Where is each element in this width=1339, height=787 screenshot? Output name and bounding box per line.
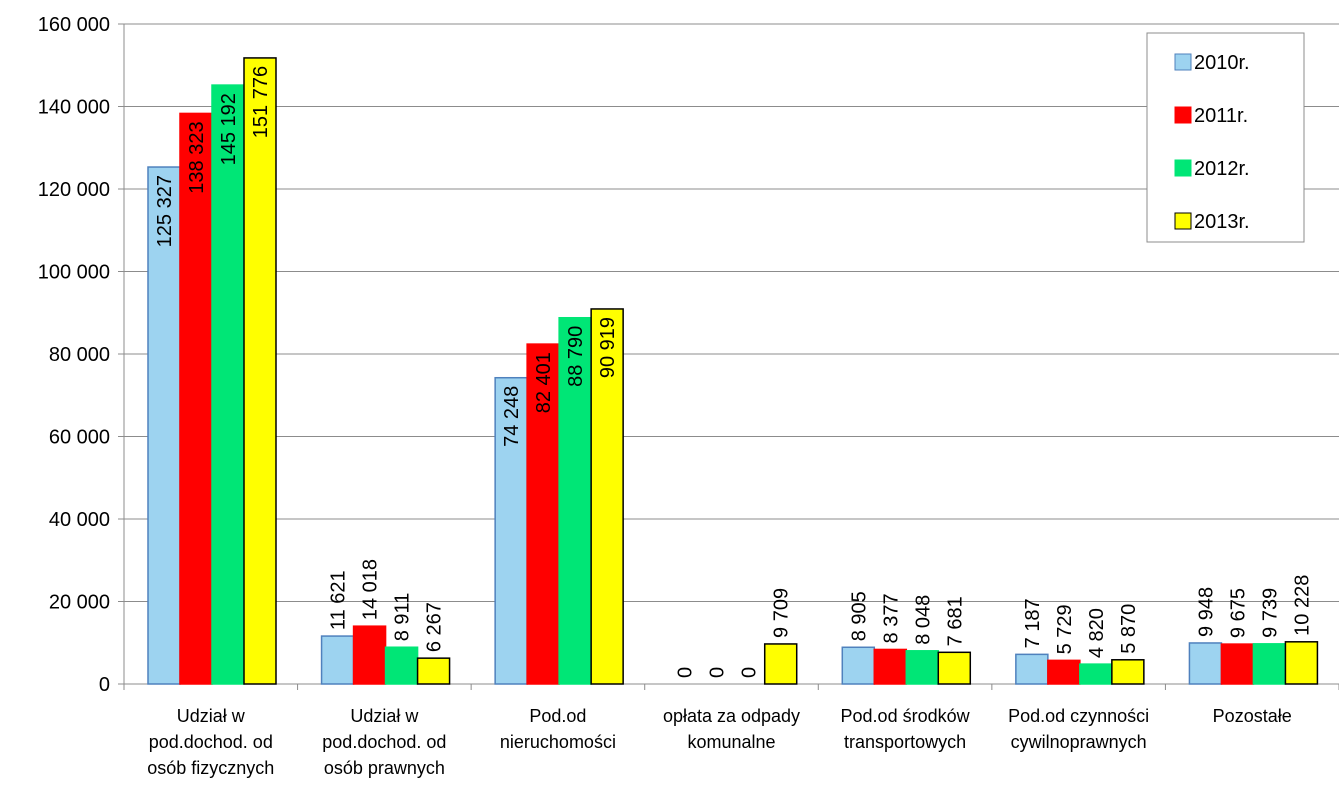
bar-2013r-6: [1284, 641, 1319, 685]
data-label: 9 739: [1259, 588, 1281, 638]
data-label: 4 820: [1086, 608, 1108, 658]
data-label: 11 621: [328, 570, 350, 630]
bar-2013r-4: [937, 651, 972, 685]
legend-swatch: [1174, 106, 1192, 124]
legend-label: 2011r.: [1194, 105, 1248, 127]
bar-2011r-2: [526, 343, 560, 685]
data-label: 8 377: [880, 593, 902, 643]
bar-2011r-1: [352, 625, 387, 685]
data-label: 9 675: [1227, 588, 1249, 638]
bar-2012r-4: [905, 650, 940, 685]
x-tick-label: nieruchomości: [500, 732, 616, 752]
bar-2010r-4: [841, 646, 876, 685]
legend-label: 2013r.: [1194, 211, 1250, 233]
data-label: 151 776: [250, 66, 272, 138]
bar-2010r-1: [320, 635, 355, 685]
y-tick-label: 0: [99, 674, 110, 696]
data-label: 90 919: [597, 317, 619, 378]
y-tick-label: 100 000: [38, 262, 110, 284]
data-label: 7 681: [944, 596, 966, 646]
bar-2013r-3: [763, 643, 798, 685]
y-tick-label: 80 000: [49, 344, 110, 366]
bar-2012r-1: [384, 646, 419, 685]
bar-2013r-5: [1111, 659, 1145, 685]
bar-2010r-5: [1015, 653, 1049, 685]
data-label: 145 192: [218, 93, 240, 165]
x-tick-label: cywilnoprawnych: [1011, 732, 1147, 752]
data-label: 0: [675, 667, 697, 678]
legend-box: [1146, 32, 1305, 243]
data-label: 9 948: [1195, 587, 1217, 637]
data-label: 9 709: [771, 588, 793, 638]
bar-2013r-1: [416, 657, 451, 685]
data-label: 10 228: [1291, 575, 1313, 636]
x-tick-label: Pod.od czynności: [1008, 706, 1149, 726]
bar-2011r-5: [1047, 659, 1081, 685]
bar-2012r-2: [558, 316, 592, 685]
data-label: 74 248: [501, 386, 523, 447]
x-tick-label: Pod.od: [529, 706, 586, 726]
x-tick-label: Pod.od środków: [841, 706, 971, 726]
data-label: 14 018: [360, 559, 382, 620]
data-label: 6 267: [424, 602, 446, 652]
data-label: 0: [707, 667, 729, 678]
data-label: 0: [739, 667, 761, 678]
x-tick-label: pod.dochod. od: [149, 732, 273, 752]
y-tick-label: 20 000: [49, 592, 110, 614]
legend-swatch: [1174, 159, 1192, 177]
data-label: 82 401: [533, 352, 555, 413]
y-tick-label: 160 000: [38, 14, 110, 36]
x-tick-label: osób fizycznych: [147, 758, 274, 778]
data-label: 125 327: [154, 175, 176, 247]
bar-2011r-6: [1220, 643, 1255, 685]
x-tick-label: komunalne: [687, 732, 775, 752]
bar-2010r-0: [147, 166, 181, 685]
data-label: 7 187: [1022, 598, 1044, 648]
bar-2012r-6: [1252, 643, 1287, 685]
bar-2013r-2: [590, 308, 624, 685]
x-tick-label: pod.dochod. od: [322, 732, 446, 752]
bar-2013r-0: [243, 57, 277, 685]
y-tick-label: 120 000: [38, 179, 110, 201]
y-tick-label: 60 000: [49, 427, 110, 449]
data-label: 8 911: [392, 593, 414, 642]
data-label: 8 905: [848, 591, 870, 641]
data-label: 88 790: [565, 326, 587, 387]
bar-2012r-5: [1079, 663, 1113, 685]
legend-label: 2012r.: [1194, 158, 1250, 180]
data-label: 138 323: [186, 121, 208, 193]
x-tick-label: Udział w: [177, 706, 246, 726]
x-tick-label: osób prawnych: [324, 758, 445, 778]
bar-2011r-4: [873, 648, 908, 685]
data-label: 8 048: [912, 595, 934, 645]
data-label: 5 870: [1118, 604, 1140, 654]
bar-2010r-6: [1188, 642, 1223, 685]
bar-2011r-0: [179, 112, 213, 685]
y-tick-label: 40 000: [49, 509, 110, 531]
x-tick-label: transportowych: [844, 732, 966, 752]
x-tick-label: Pozostałe: [1213, 706, 1292, 726]
y-tick-label: 140 000: [38, 97, 110, 119]
x-tick-label: Udział w: [350, 706, 419, 726]
bar-2010r-2: [494, 376, 528, 685]
x-tick-label: opłata za odpady: [663, 706, 800, 726]
legend-swatch: [1174, 53, 1192, 71]
data-label: 5 729: [1054, 604, 1076, 654]
legend-swatch: [1174, 212, 1192, 230]
bar-2012r-0: [211, 84, 245, 685]
legend-label: 2010r.: [1194, 52, 1250, 74]
